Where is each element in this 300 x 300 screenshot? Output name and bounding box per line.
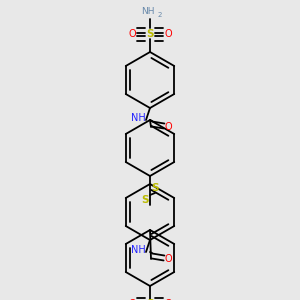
Text: NH: NH	[130, 113, 146, 123]
Text: 2: 2	[158, 12, 162, 18]
Text: O: O	[164, 254, 172, 264]
Text: NH: NH	[141, 8, 155, 16]
Text: O: O	[128, 29, 136, 39]
Text: S: S	[151, 183, 159, 193]
Text: O: O	[164, 29, 172, 39]
Text: S: S	[146, 29, 154, 39]
Text: O: O	[164, 122, 172, 132]
Text: S: S	[141, 195, 149, 205]
Text: S: S	[146, 299, 154, 300]
Text: NH: NH	[130, 245, 146, 255]
Text: O: O	[164, 299, 172, 300]
Text: O: O	[128, 299, 136, 300]
